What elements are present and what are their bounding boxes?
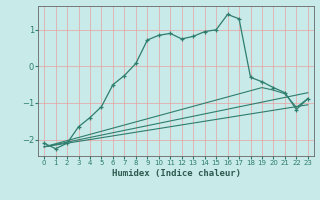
X-axis label: Humidex (Indice chaleur): Humidex (Indice chaleur) <box>111 169 241 178</box>
